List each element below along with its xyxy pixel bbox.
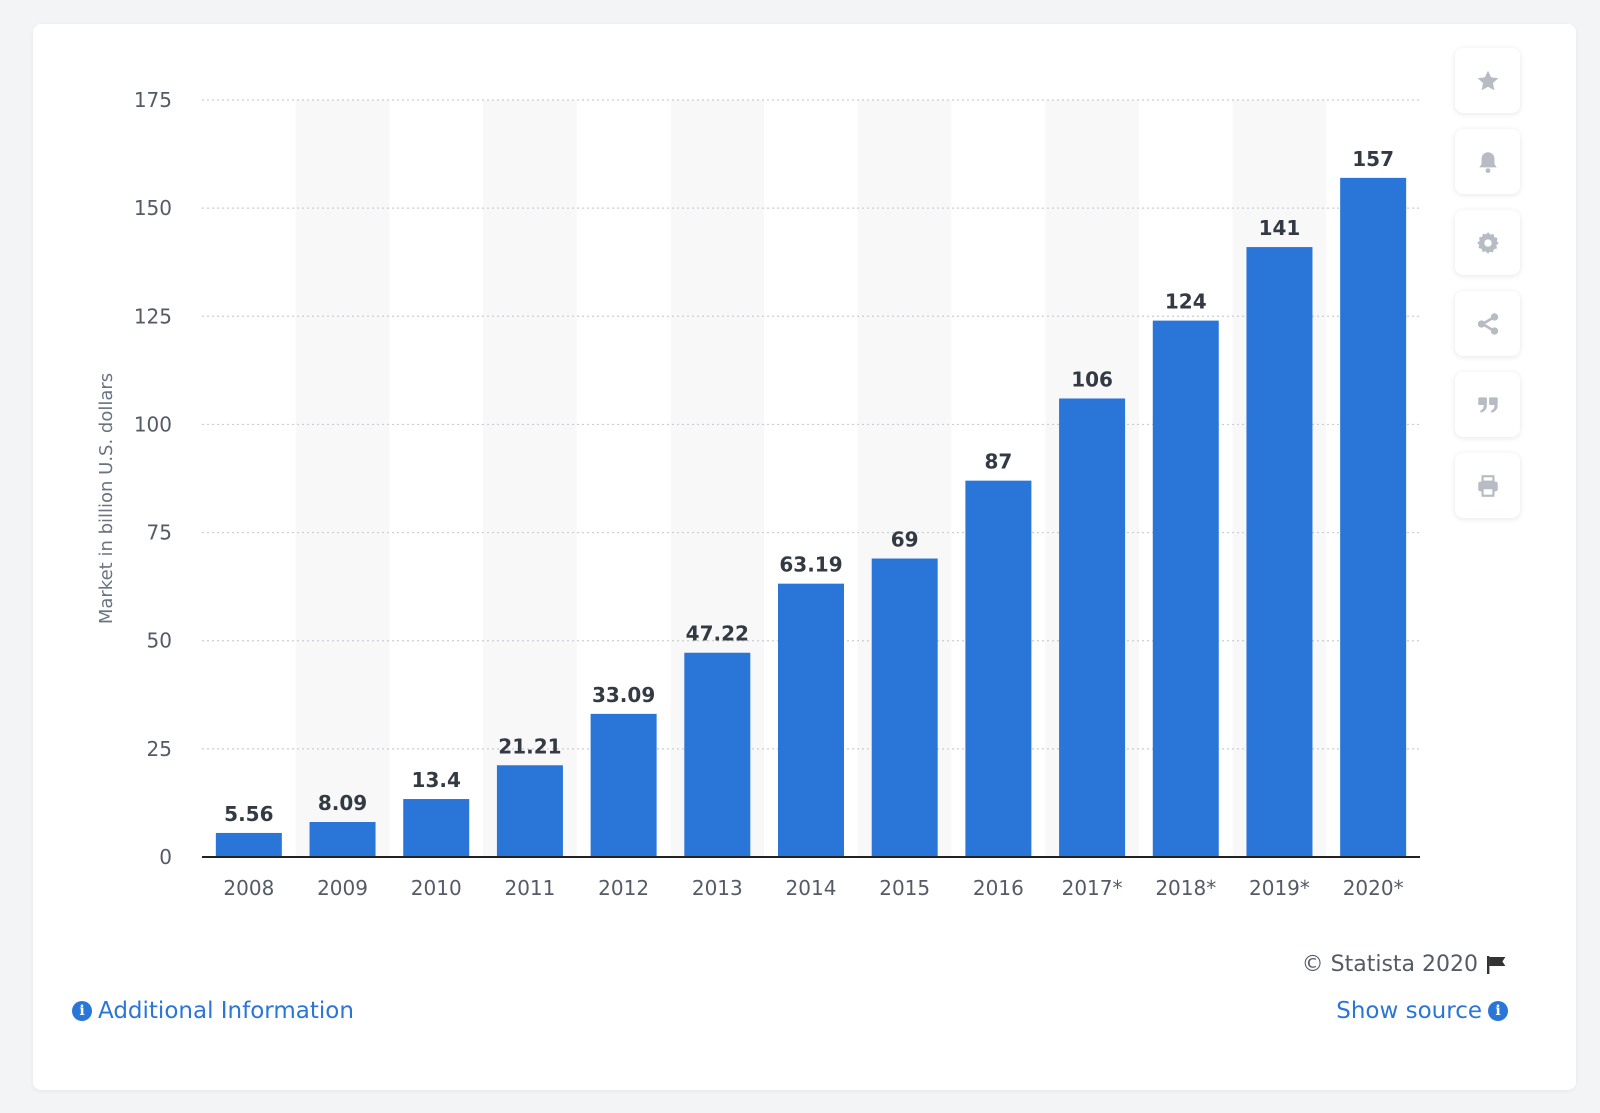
data-label: 141 bbox=[1259, 216, 1301, 240]
bar[interactable] bbox=[1059, 398, 1126, 857]
info-icon: i bbox=[72, 1001, 92, 1021]
x-tick-label: 2019* bbox=[1249, 876, 1310, 900]
copyright-text: © Statista 2020 bbox=[1301, 952, 1478, 977]
bar[interactable] bbox=[215, 832, 282, 857]
bar[interactable] bbox=[1246, 247, 1313, 857]
data-label: 8.09 bbox=[318, 791, 367, 815]
print-icon bbox=[1477, 474, 1498, 497]
column-band bbox=[483, 100, 577, 857]
y-tick-label: 0 bbox=[159, 845, 172, 869]
copyright: © Statista 2020 bbox=[1302, 952, 1508, 977]
bar[interactable] bbox=[1152, 320, 1219, 857]
bar[interactable] bbox=[496, 765, 563, 857]
y-tick-label: 100 bbox=[134, 412, 172, 436]
bar[interactable] bbox=[590, 713, 657, 857]
x-tick-label: 2014 bbox=[786, 876, 837, 900]
show-source-label: Show source bbox=[1336, 998, 1482, 1024]
share-button[interactable] bbox=[1455, 291, 1520, 356]
favorite-button[interactable] bbox=[1455, 48, 1520, 113]
toolbar bbox=[1455, 48, 1520, 534]
data-label: 13.4 bbox=[412, 768, 461, 792]
data-label: 21.21 bbox=[498, 734, 561, 758]
x-tick-label: 2018* bbox=[1155, 876, 1216, 900]
y-tick-label: 50 bbox=[147, 629, 172, 653]
bell-icon bbox=[1478, 151, 1497, 173]
data-label: 69 bbox=[891, 528, 919, 552]
print-button[interactable] bbox=[1455, 453, 1520, 518]
x-tick-label: 2013 bbox=[692, 876, 743, 900]
x-tick-label: 2016 bbox=[973, 876, 1024, 900]
flag-icon[interactable] bbox=[1486, 955, 1508, 975]
data-label: 33.09 bbox=[592, 683, 655, 707]
gear-icon bbox=[1476, 231, 1499, 254]
bar[interactable] bbox=[965, 480, 1032, 857]
info-icon: i bbox=[1488, 1001, 1508, 1021]
x-tick-label: 2011 bbox=[504, 876, 555, 900]
data-label: 157 bbox=[1352, 147, 1394, 171]
x-tick-label: 2010 bbox=[411, 876, 462, 900]
y-axis-label: Market in billion U.S. dollars bbox=[96, 373, 117, 624]
y-tick-label: 25 bbox=[147, 737, 172, 761]
bar[interactable] bbox=[309, 822, 376, 857]
column-band bbox=[295, 100, 390, 857]
x-tick-label: 2020* bbox=[1343, 876, 1404, 900]
x-tick-label: 2012 bbox=[598, 876, 649, 900]
additional-information-label: Additional Information bbox=[98, 998, 354, 1024]
x-tick-label: 2015 bbox=[879, 876, 930, 900]
data-label: 87 bbox=[984, 450, 1012, 474]
cite-button[interactable] bbox=[1455, 372, 1520, 437]
bar[interactable] bbox=[403, 799, 470, 857]
data-label: 106 bbox=[1071, 367, 1113, 391]
data-label: 5.56 bbox=[224, 802, 273, 826]
data-label: 63.19 bbox=[779, 553, 842, 577]
data-label: 124 bbox=[1165, 290, 1207, 314]
settings-button[interactable] bbox=[1455, 210, 1520, 275]
show-source-link[interactable]: Show source i bbox=[1336, 998, 1508, 1024]
x-tick-label: 2009 bbox=[317, 876, 368, 900]
bar[interactable] bbox=[684, 652, 751, 857]
bar[interactable] bbox=[871, 558, 938, 857]
y-tick-label: 75 bbox=[147, 521, 172, 545]
notification-button[interactable] bbox=[1455, 129, 1520, 194]
data-label: 47.22 bbox=[686, 622, 749, 646]
y-tick-label: 175 bbox=[134, 88, 172, 112]
bar[interactable] bbox=[1340, 177, 1407, 857]
star-icon bbox=[1477, 70, 1498, 90]
y-tick-label: 150 bbox=[134, 196, 172, 220]
share-icon bbox=[1477, 312, 1498, 335]
bar[interactable] bbox=[778, 583, 844, 857]
additional-information-link[interactable]: i Additional Information bbox=[72, 998, 354, 1024]
x-tick-label: 2008 bbox=[223, 876, 274, 900]
x-tick-label: 2017* bbox=[1062, 876, 1123, 900]
y-tick-label: 125 bbox=[134, 304, 172, 328]
quote-icon bbox=[1477, 396, 1498, 413]
